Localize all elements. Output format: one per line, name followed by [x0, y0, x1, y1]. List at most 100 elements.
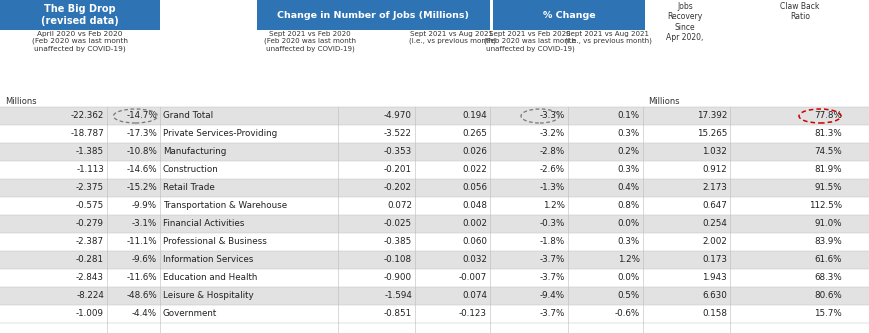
- Text: -3.522: -3.522: [383, 130, 412, 139]
- Text: -17.3%: -17.3%: [126, 130, 156, 139]
- Text: 0.060: 0.060: [461, 237, 487, 246]
- Text: -3.3%: -3.3%: [539, 112, 564, 121]
- Bar: [0, 305, 869, 323]
- Text: -9.9%: -9.9%: [132, 201, 156, 210]
- Text: 0.4%: 0.4%: [617, 183, 640, 192]
- Text: Sept 2021 vs Feb 2020
(Feb 2020 was last month
unaffected by COVID-19): Sept 2021 vs Feb 2020 (Feb 2020 was last…: [483, 31, 575, 52]
- Text: -0.3%: -0.3%: [539, 219, 564, 228]
- Text: Sept 2021 vs Aug 2021
(i.e., vs previous month): Sept 2021 vs Aug 2021 (i.e., vs previous…: [408, 31, 494, 45]
- Text: 0.3%: 0.3%: [617, 130, 640, 139]
- Text: -4.970: -4.970: [383, 112, 412, 121]
- Text: 6.630: 6.630: [701, 291, 726, 300]
- Bar: [0, 143, 869, 161]
- Text: -0.385: -0.385: [383, 237, 412, 246]
- Text: 0.3%: 0.3%: [617, 237, 640, 246]
- Text: 0.032: 0.032: [461, 255, 487, 264]
- Text: 83.9%: 83.9%: [813, 237, 841, 246]
- Text: 81.3%: 81.3%: [813, 130, 841, 139]
- Text: -22.362: -22.362: [70, 112, 104, 121]
- Bar: [0, 125, 869, 143]
- Text: 0.647: 0.647: [701, 201, 726, 210]
- Text: -1.594: -1.594: [384, 291, 412, 300]
- Text: April 2020 vs Feb 2020
(Feb 2020 was last month
unaffected by COVID-19): April 2020 vs Feb 2020 (Feb 2020 was las…: [32, 31, 128, 52]
- Bar: [256, 0, 489, 30]
- Text: 0.002: 0.002: [461, 219, 487, 228]
- Text: Professional & Business: Professional & Business: [163, 237, 267, 246]
- Text: -2.843: -2.843: [76, 273, 104, 282]
- Text: Government: Government: [163, 309, 217, 318]
- Text: 0.1%: 0.1%: [617, 112, 640, 121]
- Text: Grand Total: Grand Total: [163, 112, 213, 121]
- Text: -1.009: -1.009: [76, 309, 104, 318]
- Text: 91.5%: 91.5%: [813, 183, 841, 192]
- Bar: [0, 107, 869, 125]
- Text: Transportation & Warehouse: Transportation & Warehouse: [163, 201, 287, 210]
- Text: Sept 2021 vs Feb 2020
(Feb 2020 was last month
unaffected by COVID-19): Sept 2021 vs Feb 2020 (Feb 2020 was last…: [263, 31, 355, 52]
- Text: 0.254: 0.254: [701, 219, 726, 228]
- Text: Retail Trade: Retail Trade: [163, 183, 215, 192]
- Bar: [0, 233, 869, 251]
- Bar: [0, 161, 869, 179]
- Text: -2.6%: -2.6%: [540, 166, 564, 174]
- Text: -2.387: -2.387: [76, 237, 104, 246]
- Text: 15.7%: 15.7%: [813, 309, 841, 318]
- Text: Change in Number of Jobs (Millions): Change in Number of Jobs (Millions): [276, 11, 468, 20]
- Text: 91.0%: 91.0%: [813, 219, 841, 228]
- Text: -0.025: -0.025: [383, 219, 412, 228]
- Text: Private Services-Providing: Private Services-Providing: [163, 130, 277, 139]
- Text: -0.851: -0.851: [383, 309, 412, 318]
- Text: -1.8%: -1.8%: [539, 237, 564, 246]
- Text: Jobs
Recovery
Since
Apr 2020,: Jobs Recovery Since Apr 2020,: [666, 2, 703, 42]
- Text: 1.2%: 1.2%: [617, 255, 640, 264]
- Text: 1.943: 1.943: [701, 273, 726, 282]
- Text: 80.6%: 80.6%: [813, 291, 841, 300]
- Text: Manufacturing: Manufacturing: [163, 148, 226, 157]
- Text: Sept 2021 vs Aug 2021
(i.e., vs previous month): Sept 2021 vs Aug 2021 (i.e., vs previous…: [564, 31, 651, 45]
- Text: 1.2%: 1.2%: [542, 201, 564, 210]
- Text: -14.6%: -14.6%: [126, 166, 156, 174]
- Text: -0.353: -0.353: [383, 148, 412, 157]
- Text: -14.7%: -14.7%: [126, 112, 156, 121]
- Text: The Big Drop
(revised data): The Big Drop (revised data): [41, 4, 119, 26]
- Text: 0.3%: 0.3%: [617, 166, 640, 174]
- Text: Millions: Millions: [647, 97, 679, 106]
- Text: -0.123: -0.123: [459, 309, 487, 318]
- Text: Information Services: Information Services: [163, 255, 253, 264]
- Text: Millions: Millions: [5, 97, 36, 106]
- Text: -2.8%: -2.8%: [539, 148, 564, 157]
- Text: -0.281: -0.281: [76, 255, 104, 264]
- Text: -1.113: -1.113: [76, 166, 104, 174]
- Bar: [0, 269, 869, 287]
- Bar: [0, 215, 869, 233]
- Text: 112.5%: 112.5%: [808, 201, 841, 210]
- Text: 61.6%: 61.6%: [813, 255, 841, 264]
- Text: -0.007: -0.007: [458, 273, 487, 282]
- Text: 2.173: 2.173: [701, 183, 726, 192]
- Text: 15.265: 15.265: [696, 130, 726, 139]
- Text: 0.912: 0.912: [701, 166, 726, 174]
- Text: Financial Activities: Financial Activities: [163, 219, 244, 228]
- Text: -0.108: -0.108: [383, 255, 412, 264]
- Text: -0.201: -0.201: [383, 166, 412, 174]
- Text: -1.385: -1.385: [76, 148, 104, 157]
- Text: -3.7%: -3.7%: [539, 273, 564, 282]
- Text: -3.1%: -3.1%: [131, 219, 156, 228]
- Text: 0.048: 0.048: [461, 201, 487, 210]
- Text: 2.002: 2.002: [701, 237, 726, 246]
- Text: -15.2%: -15.2%: [126, 183, 156, 192]
- Text: -2.375: -2.375: [76, 183, 104, 192]
- Text: 74.5%: 74.5%: [813, 148, 841, 157]
- Text: -0.575: -0.575: [76, 201, 104, 210]
- Text: 81.9%: 81.9%: [813, 166, 841, 174]
- Text: 0.194: 0.194: [461, 112, 487, 121]
- Text: 0.173: 0.173: [701, 255, 726, 264]
- Text: -3.7%: -3.7%: [539, 255, 564, 264]
- Text: -0.6%: -0.6%: [614, 309, 640, 318]
- Text: -3.2%: -3.2%: [539, 130, 564, 139]
- Text: -10.8%: -10.8%: [126, 148, 156, 157]
- Text: 0.0%: 0.0%: [617, 219, 640, 228]
- Text: -9.6%: -9.6%: [132, 255, 156, 264]
- Text: 0.158: 0.158: [701, 309, 726, 318]
- Bar: [0, 251, 869, 269]
- Text: 0.0%: 0.0%: [617, 273, 640, 282]
